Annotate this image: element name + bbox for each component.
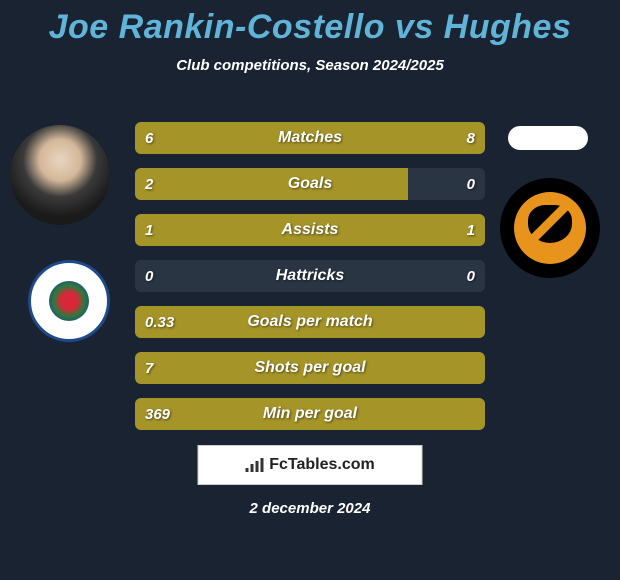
- stat-row: 6Matches8: [135, 122, 485, 154]
- stat-row: 2Goals0: [135, 168, 485, 200]
- club-badge-right: [500, 178, 600, 278]
- stat-label: Hattricks: [135, 260, 485, 292]
- date-label: 2 december 2024: [0, 500, 620, 517]
- stat-value-right: 8: [467, 122, 475, 154]
- stat-value-right: 0: [467, 260, 475, 292]
- stat-label: Goals per match: [135, 306, 485, 338]
- stat-row: 7Shots per goal: [135, 352, 485, 384]
- stat-row: 0Hattricks0: [135, 260, 485, 292]
- fctables-icon: [245, 458, 263, 472]
- stat-label: Min per goal: [135, 398, 485, 430]
- stat-row: 0.33Goals per match: [135, 306, 485, 338]
- stat-label: Matches: [135, 122, 485, 154]
- stat-value-right: 0: [467, 168, 475, 200]
- stat-row: 369Min per goal: [135, 398, 485, 430]
- stat-label: Goals: [135, 168, 485, 200]
- stats-container: 6Matches82Goals01Assists10Hattricks00.33…: [135, 122, 485, 444]
- stat-label: Shots per goal: [135, 352, 485, 384]
- player-photo-left: [10, 125, 110, 225]
- fctables-badge[interactable]: FcTables.com: [198, 445, 423, 485]
- subtitle: Club competitions, Season 2024/2025: [0, 57, 620, 74]
- club-badge-right-inner: [514, 192, 586, 264]
- stat-row: 1Assists1: [135, 214, 485, 246]
- club-badge-left: [28, 260, 110, 342]
- page-title: Joe Rankin-Costello vs Hughes: [0, 0, 620, 47]
- player-photo-right: [508, 126, 588, 150]
- fctables-label: FcTables.com: [269, 456, 375, 474]
- stat-value-right: 1: [467, 214, 475, 246]
- stat-label: Assists: [135, 214, 485, 246]
